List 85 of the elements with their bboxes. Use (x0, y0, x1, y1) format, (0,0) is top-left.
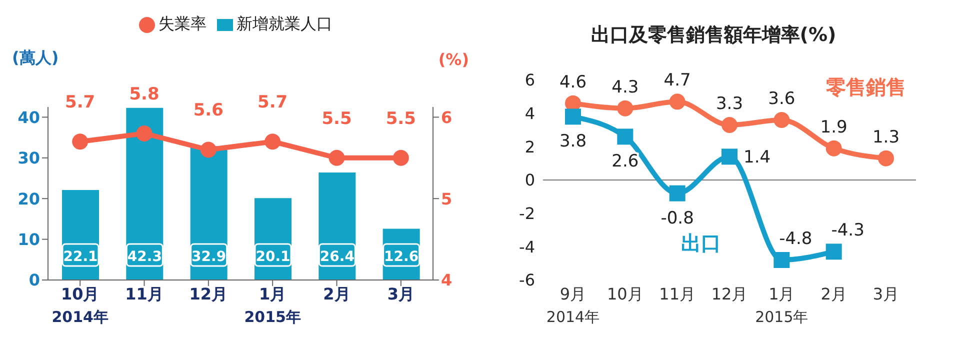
y-tick-label: 20 (18, 189, 40, 208)
y2-tick-label: 6 (441, 108, 452, 127)
data-label: 1.4 (744, 148, 771, 168)
y-tick-label: 6 (524, 70, 535, 90)
data-label: 4.7 (664, 70, 691, 91)
point (826, 140, 842, 156)
point (669, 185, 686, 202)
data-label: 2.6 (612, 152, 639, 172)
data-label: 1.9 (820, 117, 848, 138)
x-tick-label: 10月 (606, 284, 644, 304)
point (392, 150, 409, 166)
y-tick-label: -6 (519, 270, 535, 290)
x-tick-label: 9月 (560, 284, 586, 304)
data-label: -4.8 (779, 229, 812, 249)
x-tick-label: 2月 (323, 284, 350, 304)
y2-tick-label: 5 (441, 189, 452, 208)
data-label: 42.3 (127, 249, 162, 265)
data-label: 12.6 (384, 249, 419, 265)
data-label: 3.6 (768, 89, 796, 109)
point (264, 134, 281, 150)
point (617, 128, 634, 145)
point (774, 252, 790, 268)
bar (62, 190, 99, 280)
text: 2014年 (50, 308, 110, 327)
y-tick-label: 2 (524, 137, 535, 156)
x-tick-label: 3月 (872, 284, 900, 304)
data-label: 5.8 (129, 84, 160, 104)
data-label: 5.7 (258, 92, 288, 113)
data-label: 4.6 (559, 72, 587, 92)
x-tick-label: 1月 (768, 284, 795, 304)
point (136, 125, 152, 142)
legend-label: 失業率 (158, 14, 206, 33)
bar (126, 108, 164, 280)
bar (318, 172, 356, 280)
data-label: 5.6 (193, 100, 224, 121)
text: 2015年 (754, 308, 810, 327)
data-label: -4.3 (831, 220, 864, 241)
point (669, 94, 686, 110)
y-tick-label: 0 (524, 170, 535, 190)
y2-tick-label: 4 (441, 270, 452, 290)
x-tick-label: 1月 (259, 284, 286, 304)
data-label: 1.3 (872, 127, 900, 148)
chart-title: 出口及零售銷售額年增率(%) (590, 23, 838, 48)
x-tick-label: 12月 (189, 284, 228, 304)
data-label: 5.5 (386, 108, 416, 129)
y-tick-label: -4 (519, 237, 535, 256)
point (72, 134, 88, 150)
x-tick-label: 10月 (60, 284, 100, 304)
x-tick-label: 11月 (125, 284, 164, 304)
point (722, 148, 738, 165)
data-label: 5.5 (322, 108, 352, 129)
point (200, 142, 216, 158)
y-tick-label: 4 (524, 104, 535, 124)
series-label: 出口 (681, 230, 721, 257)
data-label: 20.1 (256, 249, 290, 265)
data-label: 22.1 (63, 249, 98, 265)
y-tick-label: 30 (18, 148, 40, 168)
point (722, 117, 738, 133)
data-label: 5.7 (65, 92, 96, 113)
data-label: 3.3 (716, 94, 744, 114)
y-tick-label: -2 (519, 204, 535, 224)
y2-axis-title: (%) (438, 50, 469, 69)
data-label: 4.3 (612, 77, 639, 98)
y-tick-label: 10 (18, 230, 40, 249)
text: 2015年 (243, 308, 302, 327)
data-label: -0.8 (660, 208, 694, 228)
legend-label: 新增就業人口 (236, 14, 332, 33)
data-label: 26.4 (320, 249, 355, 265)
x-tick-label: 2月 (820, 284, 847, 304)
y-tick-label: 0 (28, 270, 40, 290)
x-tick-label: 11月 (659, 284, 696, 304)
y-axis-title: (萬人) (12, 48, 59, 69)
x-tick-label: 12月 (711, 284, 748, 304)
point (826, 244, 842, 260)
point (565, 108, 581, 125)
data-label: 32.9 (192, 249, 226, 265)
data-label: 3.8 (559, 132, 587, 152)
point (774, 112, 790, 128)
point (328, 150, 345, 166)
point (878, 150, 894, 166)
series-label: 零售銷售 (826, 74, 906, 101)
y-tick-label: 40 (18, 108, 40, 127)
point (617, 100, 634, 116)
text: 2014年 (545, 308, 601, 327)
x-tick-label: 3月 (387, 284, 414, 304)
